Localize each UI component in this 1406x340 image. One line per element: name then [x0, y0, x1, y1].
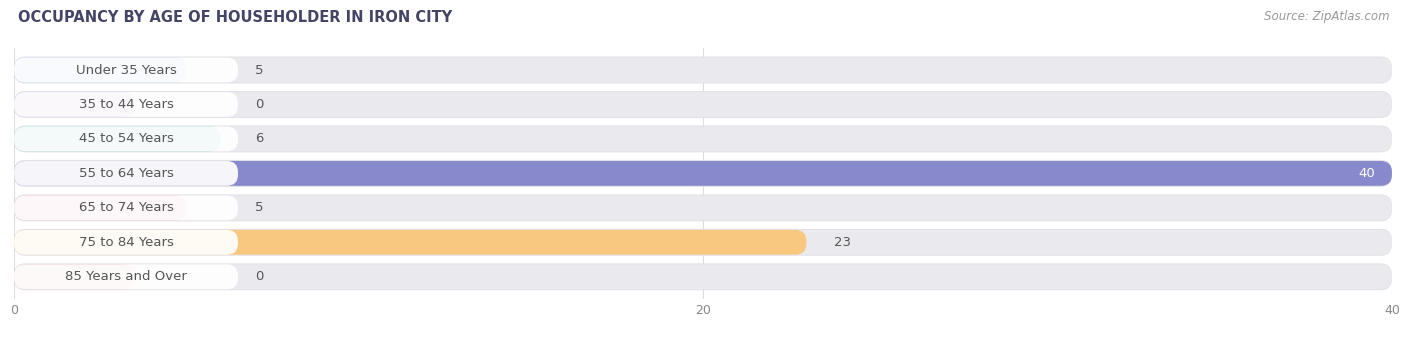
FancyBboxPatch shape: [14, 161, 1392, 186]
FancyBboxPatch shape: [14, 161, 1392, 186]
FancyBboxPatch shape: [14, 91, 1392, 118]
FancyBboxPatch shape: [14, 160, 1392, 187]
FancyBboxPatch shape: [14, 57, 186, 82]
FancyBboxPatch shape: [14, 265, 1392, 289]
FancyBboxPatch shape: [14, 265, 238, 289]
FancyBboxPatch shape: [14, 92, 1392, 117]
FancyBboxPatch shape: [14, 126, 238, 151]
FancyBboxPatch shape: [14, 92, 135, 117]
Text: 65 to 74 Years: 65 to 74 Years: [79, 201, 173, 214]
FancyBboxPatch shape: [14, 230, 1392, 255]
Text: OCCUPANCY BY AGE OF HOUSEHOLDER IN IRON CITY: OCCUPANCY BY AGE OF HOUSEHOLDER IN IRON …: [18, 10, 453, 25]
Text: 40: 40: [1358, 167, 1375, 180]
FancyBboxPatch shape: [14, 125, 1392, 152]
FancyBboxPatch shape: [14, 126, 1392, 151]
FancyBboxPatch shape: [14, 56, 1392, 83]
Text: 0: 0: [256, 98, 263, 111]
Text: 5: 5: [256, 64, 264, 76]
Text: 85 Years and Over: 85 Years and Over: [65, 270, 187, 283]
Text: 0: 0: [256, 270, 263, 283]
Text: 55 to 64 Years: 55 to 64 Years: [79, 167, 173, 180]
Text: 45 to 54 Years: 45 to 54 Years: [79, 133, 173, 146]
Text: 23: 23: [834, 236, 851, 249]
FancyBboxPatch shape: [14, 230, 807, 255]
FancyBboxPatch shape: [14, 195, 238, 220]
FancyBboxPatch shape: [14, 57, 238, 82]
FancyBboxPatch shape: [14, 194, 1392, 221]
Text: 75 to 84 Years: 75 to 84 Years: [79, 236, 173, 249]
Text: 6: 6: [256, 133, 263, 146]
Text: Under 35 Years: Under 35 Years: [76, 64, 176, 76]
FancyBboxPatch shape: [14, 126, 221, 151]
FancyBboxPatch shape: [14, 195, 186, 220]
Text: 35 to 44 Years: 35 to 44 Years: [79, 98, 173, 111]
FancyBboxPatch shape: [14, 264, 1392, 290]
FancyBboxPatch shape: [14, 265, 135, 289]
FancyBboxPatch shape: [14, 229, 1392, 256]
Text: Source: ZipAtlas.com: Source: ZipAtlas.com: [1264, 10, 1389, 23]
Text: 5: 5: [256, 201, 264, 214]
FancyBboxPatch shape: [14, 161, 238, 186]
FancyBboxPatch shape: [14, 230, 238, 255]
FancyBboxPatch shape: [14, 57, 1392, 82]
FancyBboxPatch shape: [14, 92, 238, 117]
FancyBboxPatch shape: [14, 195, 1392, 220]
